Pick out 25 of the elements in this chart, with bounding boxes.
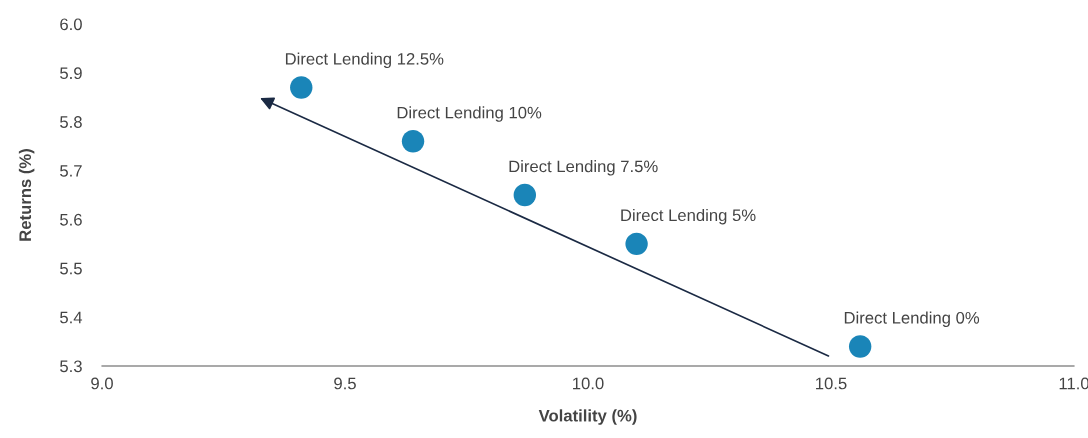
- annotation: Direct Lending 0%: [844, 311, 980, 328]
- y-tick-label: 6.0: [60, 18, 82, 31]
- y-tick-label: 5.7: [60, 165, 82, 177]
- point: [625, 232, 648, 256]
- x-axis-title: Volatility (%): [538, 409, 637, 425]
- point: [401, 130, 425, 153]
- y-tick-label: 5.8: [60, 116, 82, 128]
- annotation: Direct Lending 10%: [397, 106, 542, 122]
- x-tick-label: 10.5: [816, 377, 847, 390]
- y-tick-label: 5.4: [60, 311, 83, 324]
- x-tick-label: 9.0: [91, 377, 113, 390]
- annotation: Direct Lending 7.5%: [509, 160, 658, 176]
- point: [290, 76, 313, 99]
- y-tick-label: 5.5: [60, 262, 82, 275]
- x-tick-label: 9.5: [334, 377, 356, 390]
- point: [848, 335, 872, 358]
- y-tick-label: 5.9: [60, 67, 82, 80]
- x-tick-label: 11.0: [1059, 377, 1088, 390]
- annotation: Direct Lending 12.5%: [285, 52, 444, 69]
- y-axis-title: Returns (%): [18, 149, 35, 241]
- x-tick-label: 10.0: [573, 377, 604, 390]
- y-tick-label: 5.3: [60, 360, 82, 373]
- annotation: Direct Lending 5%: [621, 208, 756, 225]
- y-tick-label: 5.6: [60, 213, 82, 226]
- point: [513, 183, 537, 207]
